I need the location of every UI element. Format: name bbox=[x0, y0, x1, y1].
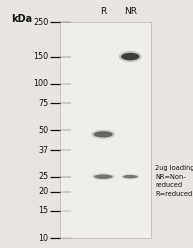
Bar bbox=[61, 129, 71, 131]
Ellipse shape bbox=[91, 130, 115, 139]
Bar bbox=[61, 149, 71, 151]
Ellipse shape bbox=[123, 175, 138, 178]
Ellipse shape bbox=[121, 53, 139, 60]
Text: 250: 250 bbox=[33, 18, 48, 27]
Text: 37: 37 bbox=[38, 146, 48, 155]
Text: NR: NR bbox=[124, 7, 137, 16]
Text: kDa: kDa bbox=[12, 14, 33, 24]
Text: 25: 25 bbox=[38, 172, 48, 181]
Text: 100: 100 bbox=[33, 79, 48, 88]
Bar bbox=[61, 210, 71, 212]
Text: 150: 150 bbox=[33, 52, 48, 61]
Text: 75: 75 bbox=[38, 98, 48, 108]
Ellipse shape bbox=[94, 174, 113, 179]
Bar bbox=[60, 22, 151, 238]
Bar bbox=[61, 102, 71, 104]
Text: 2ug loading
NR=Non-
reduced
R=reduced: 2ug loading NR=Non- reduced R=reduced bbox=[155, 165, 193, 197]
Bar bbox=[61, 191, 71, 193]
Bar bbox=[61, 237, 71, 239]
Bar bbox=[61, 56, 71, 58]
Bar bbox=[61, 83, 71, 85]
Text: 10: 10 bbox=[38, 234, 48, 243]
Text: 50: 50 bbox=[38, 126, 48, 135]
Ellipse shape bbox=[121, 174, 139, 179]
Ellipse shape bbox=[92, 173, 115, 180]
Bar bbox=[61, 21, 71, 23]
Text: 15: 15 bbox=[38, 206, 48, 216]
Ellipse shape bbox=[94, 131, 113, 137]
Bar bbox=[61, 176, 71, 178]
Text: R: R bbox=[100, 7, 106, 16]
Text: 20: 20 bbox=[38, 187, 48, 196]
Ellipse shape bbox=[119, 51, 142, 62]
